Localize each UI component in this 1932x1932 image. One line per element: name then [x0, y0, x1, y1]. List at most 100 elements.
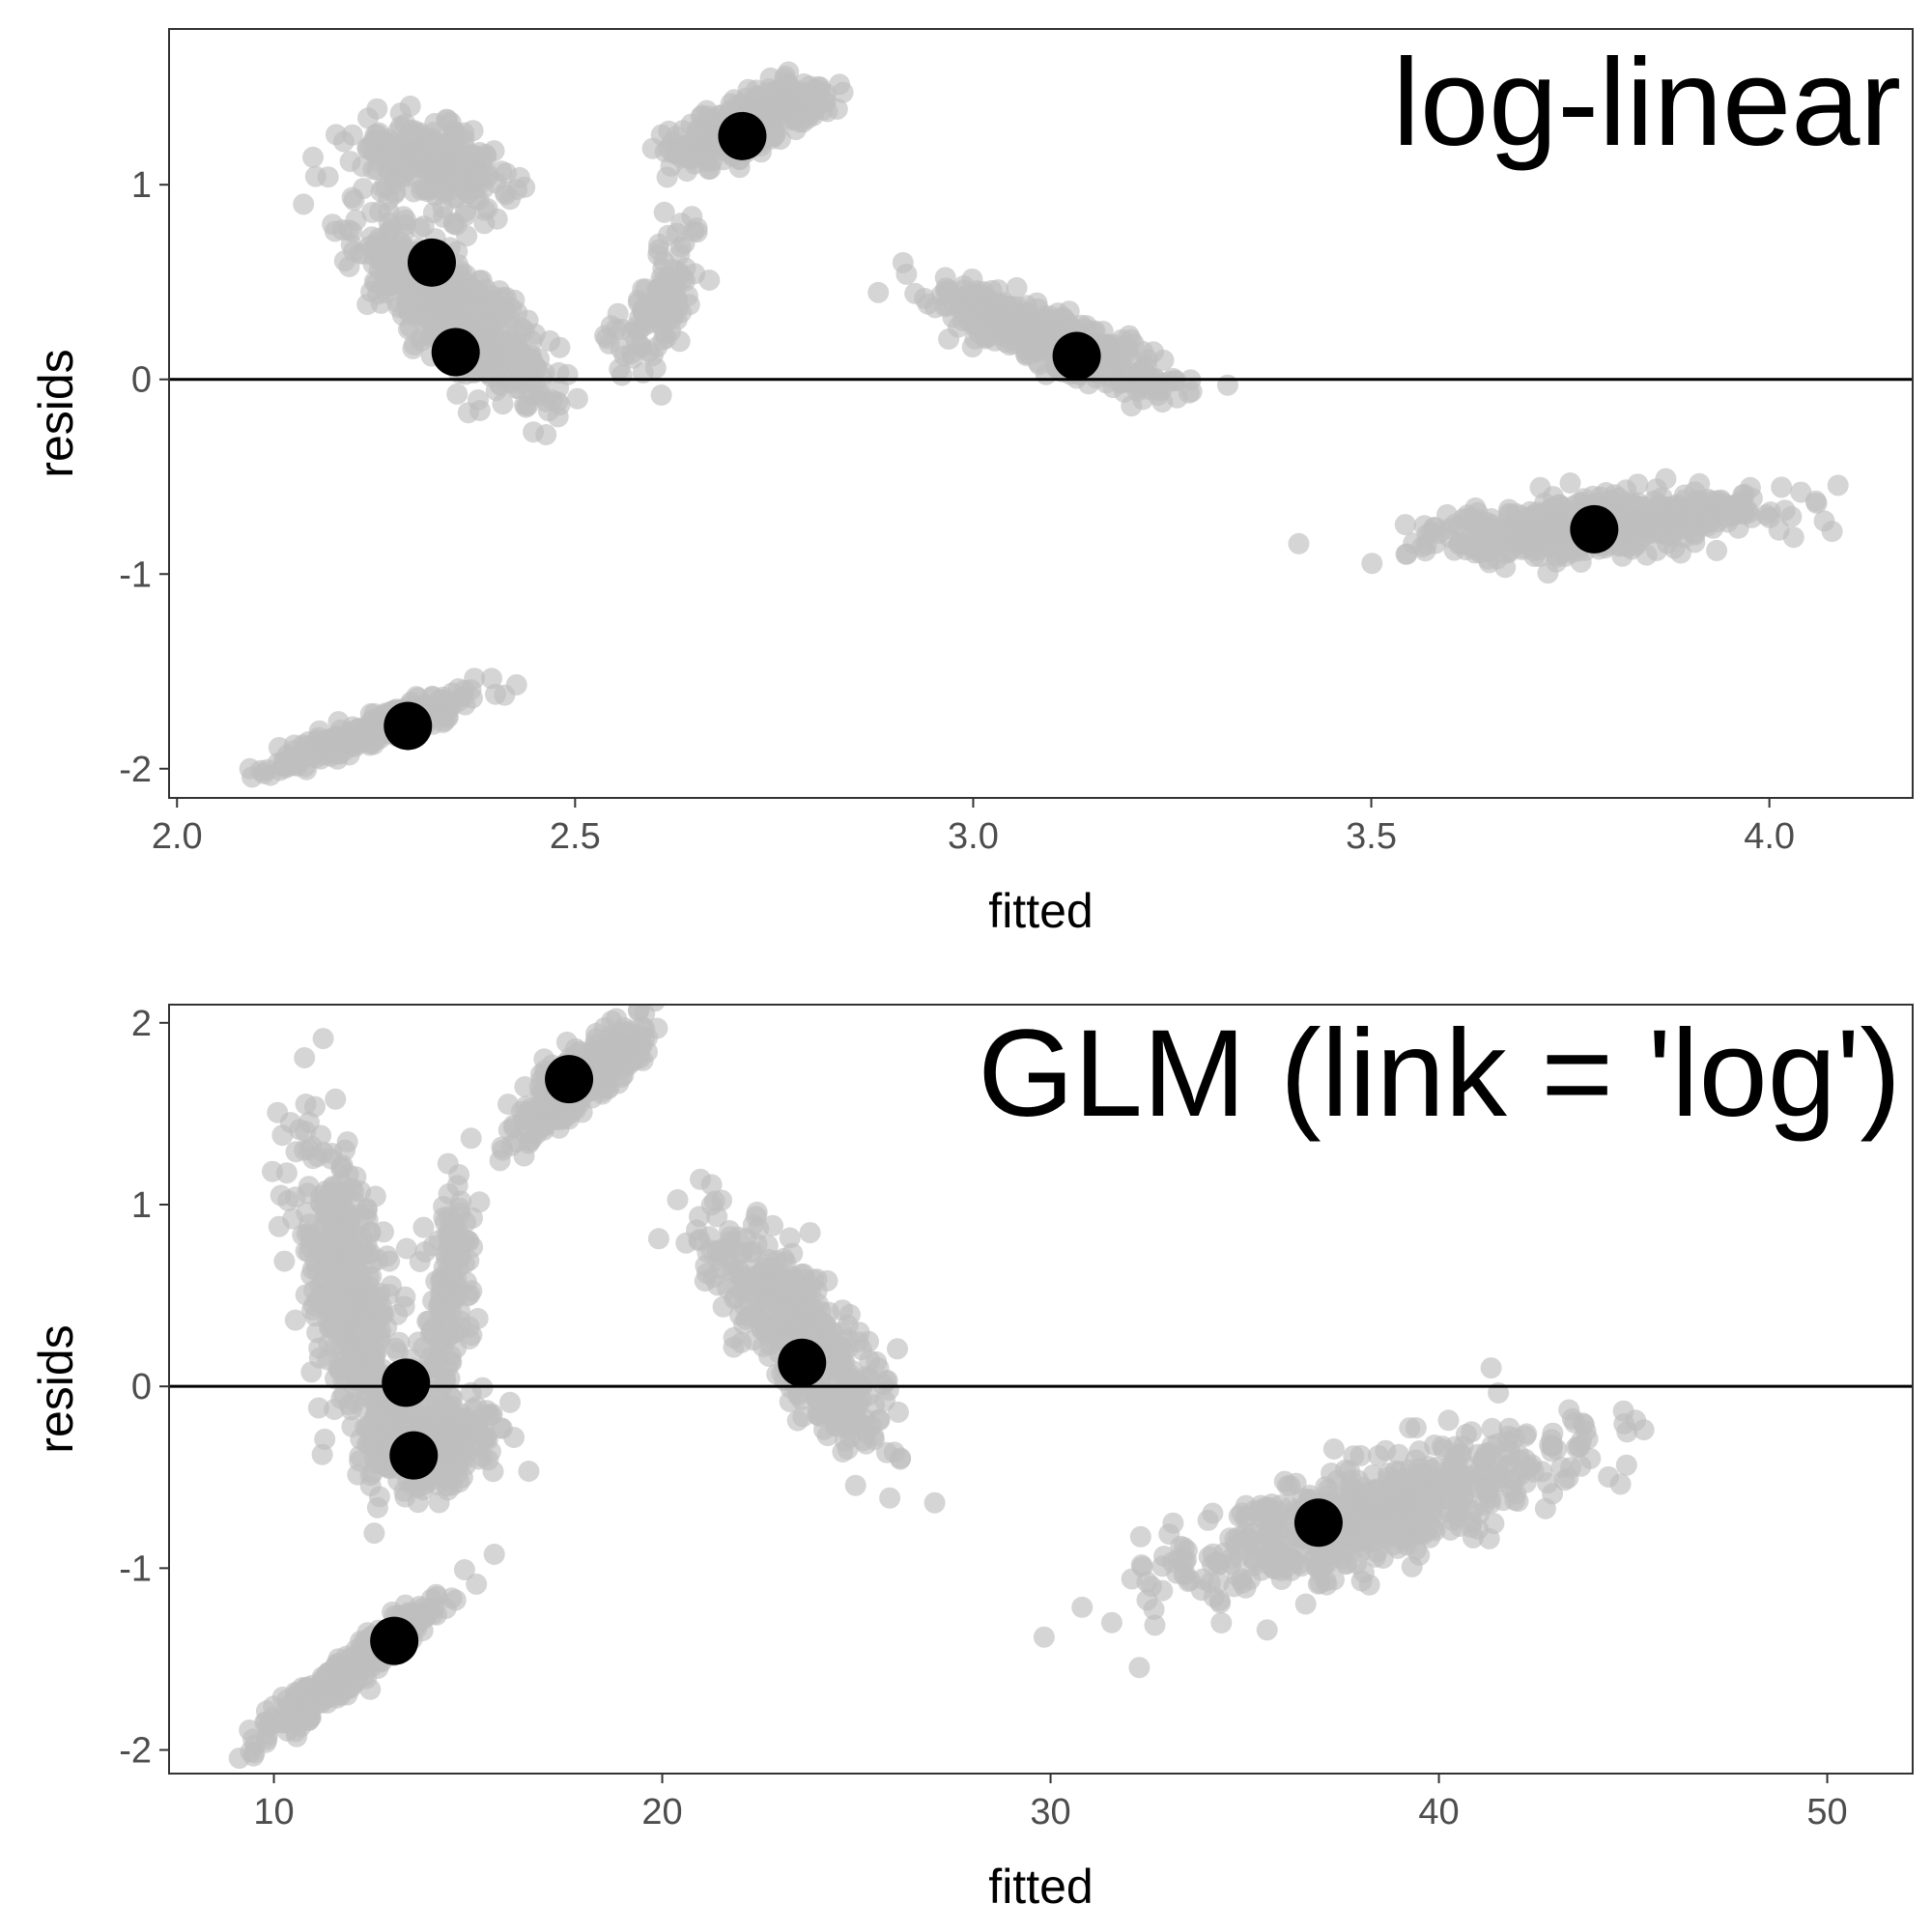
residual-point	[665, 143, 687, 165]
residual-point	[311, 1443, 333, 1465]
residual-point	[1559, 472, 1581, 494]
residual-point	[686, 221, 708, 243]
residual-point	[1659, 500, 1681, 523]
residual-point	[321, 1210, 343, 1233]
residual-point	[1550, 1457, 1573, 1478]
group-mean-point	[1052, 331, 1101, 381]
residual-point	[844, 1474, 867, 1496]
residual-point	[1616, 1421, 1638, 1443]
y-tick-label: 1	[131, 165, 152, 206]
residual-point	[466, 1396, 488, 1417]
residual-point	[832, 1299, 854, 1321]
residual-point	[352, 156, 374, 178]
residual-point	[596, 327, 617, 350]
residual-point	[1522, 540, 1545, 562]
residual-point	[556, 363, 579, 385]
x-tick-label: 3.0	[948, 816, 999, 857]
residual-point	[359, 1475, 382, 1497]
y-tick-label: 0	[131, 360, 152, 401]
residual-point	[970, 297, 992, 319]
residual-point	[1644, 519, 1665, 540]
residual-point	[875, 1370, 897, 1392]
residual-point	[1375, 1439, 1397, 1462]
residual-point	[271, 1124, 294, 1147]
residual-point	[1611, 545, 1634, 567]
residual-point	[335, 1181, 357, 1203]
residual-point	[646, 286, 668, 308]
residual-point	[788, 111, 810, 133]
residual-point	[552, 1104, 574, 1126]
residual-point	[879, 1487, 901, 1509]
residual-point	[1733, 483, 1755, 505]
panel-border	[168, 28, 1914, 799]
residual-point	[710, 1238, 732, 1261]
residual-point	[353, 178, 375, 200]
residual-point	[499, 1391, 521, 1413]
residual-point	[746, 1201, 768, 1223]
residual-point	[621, 1032, 643, 1054]
residual-point	[456, 225, 478, 247]
residual-point	[1361, 553, 1383, 575]
residual-point	[325, 1088, 347, 1110]
residual-point	[298, 1176, 320, 1198]
residual-point	[1471, 1463, 1493, 1486]
residual-point	[1635, 544, 1658, 566]
residual-point	[806, 1280, 828, 1302]
residual-point	[1437, 1409, 1460, 1432]
residual-point	[403, 181, 425, 203]
residual-point	[1600, 489, 1622, 511]
residual-point	[494, 181, 516, 203]
residual-point	[328, 1350, 351, 1373]
residual-point	[751, 1319, 773, 1341]
residual-point	[690, 1168, 711, 1190]
residual-point	[1405, 1417, 1427, 1438]
residual-point	[1436, 1488, 1459, 1510]
residual-point	[1549, 504, 1572, 526]
residual-point	[518, 1461, 540, 1482]
residual-point	[320, 1148, 342, 1170]
residual-point	[1478, 540, 1500, 562]
residual-point	[293, 193, 315, 215]
residual-point	[1132, 340, 1154, 362]
residual-point	[1528, 507, 1550, 529]
residual-point	[304, 1251, 327, 1273]
residual-point	[289, 1119, 311, 1141]
residual-point	[727, 1258, 750, 1280]
residual-point	[432, 711, 454, 733]
residual-point	[436, 696, 458, 718]
residual-point	[783, 1298, 806, 1321]
group-mean-point	[1570, 504, 1619, 554]
residual-point	[363, 1522, 385, 1545]
residual-point	[508, 166, 530, 188]
residual-point	[887, 1338, 908, 1360]
residual-point	[310, 1124, 332, 1147]
residual-point	[438, 1234, 460, 1256]
residual-point	[1113, 381, 1135, 403]
residual-point	[1129, 1525, 1151, 1548]
residual-point	[429, 1301, 451, 1323]
residual-point	[460, 1127, 482, 1150]
residual-point	[494, 684, 516, 706]
residual-point	[1447, 1470, 1469, 1492]
residual-point	[841, 1360, 864, 1382]
residual-point	[430, 1378, 452, 1399]
residual-point	[1014, 302, 1037, 325]
residual-point	[506, 301, 528, 324]
residual-point	[792, 1406, 814, 1428]
residual-point	[395, 209, 416, 231]
residual-point	[320, 1317, 341, 1339]
residual-point	[514, 394, 535, 416]
residual-point	[686, 125, 708, 147]
residual-point	[984, 311, 1007, 333]
residual-point	[369, 240, 391, 262]
residual-point	[302, 146, 324, 168]
residual-point	[262, 1160, 283, 1182]
residual-point	[390, 231, 412, 253]
residual-point	[433, 301, 455, 324]
residual-point	[1439, 1519, 1462, 1541]
y-tick-label: -1	[119, 554, 152, 595]
residual-point	[887, 1401, 909, 1423]
residual-point	[1480, 1357, 1502, 1379]
residual-point	[746, 1284, 768, 1306]
